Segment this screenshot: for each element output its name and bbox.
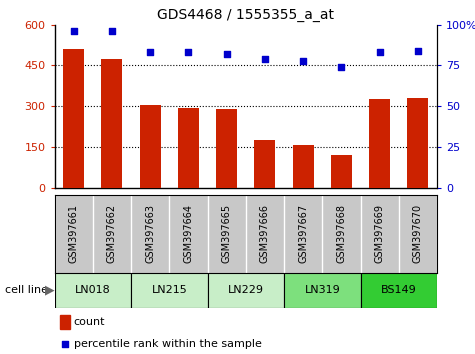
Bar <box>369 99 390 188</box>
Bar <box>408 98 428 188</box>
Title: GDS4468 / 1555355_a_at: GDS4468 / 1555355_a_at <box>157 8 334 22</box>
Text: GSM397667: GSM397667 <box>298 204 308 263</box>
Point <box>338 64 345 70</box>
Text: ▶: ▶ <box>45 284 55 297</box>
Point <box>223 51 230 57</box>
Point <box>376 50 383 55</box>
Text: GSM397662: GSM397662 <box>107 204 117 263</box>
Bar <box>208 273 284 308</box>
Bar <box>216 109 237 188</box>
Bar <box>60 315 70 329</box>
Point <box>414 48 422 54</box>
Point <box>70 28 77 34</box>
Bar <box>293 145 314 188</box>
Text: GSM397661: GSM397661 <box>69 204 79 263</box>
Point <box>185 50 192 55</box>
Point <box>108 28 116 34</box>
Text: GSM397666: GSM397666 <box>260 204 270 263</box>
Text: LN215: LN215 <box>152 285 187 295</box>
Bar <box>331 155 352 188</box>
Bar <box>178 108 199 188</box>
Point <box>299 58 307 63</box>
Bar <box>55 273 131 308</box>
Point <box>61 341 69 347</box>
Text: GSM397670: GSM397670 <box>413 204 423 263</box>
Bar <box>140 105 161 188</box>
Bar <box>131 273 208 308</box>
Bar <box>255 140 276 188</box>
Bar <box>284 273 361 308</box>
Text: LN319: LN319 <box>304 285 340 295</box>
Text: GSM397669: GSM397669 <box>375 204 385 263</box>
Bar <box>102 59 123 188</box>
Point <box>261 56 269 62</box>
Bar <box>63 49 84 188</box>
Text: count: count <box>74 317 105 327</box>
Text: GSM397668: GSM397668 <box>336 204 346 263</box>
Point <box>146 50 154 55</box>
Text: BS149: BS149 <box>381 285 417 295</box>
Text: GSM397664: GSM397664 <box>183 204 193 263</box>
Text: GSM397665: GSM397665 <box>222 204 232 263</box>
Text: GSM397663: GSM397663 <box>145 204 155 263</box>
Text: LN229: LN229 <box>228 285 264 295</box>
Text: percentile rank within the sample: percentile rank within the sample <box>74 339 262 349</box>
Text: cell line: cell line <box>5 285 48 295</box>
Bar <box>361 273 437 308</box>
Text: LN018: LN018 <box>75 285 111 295</box>
